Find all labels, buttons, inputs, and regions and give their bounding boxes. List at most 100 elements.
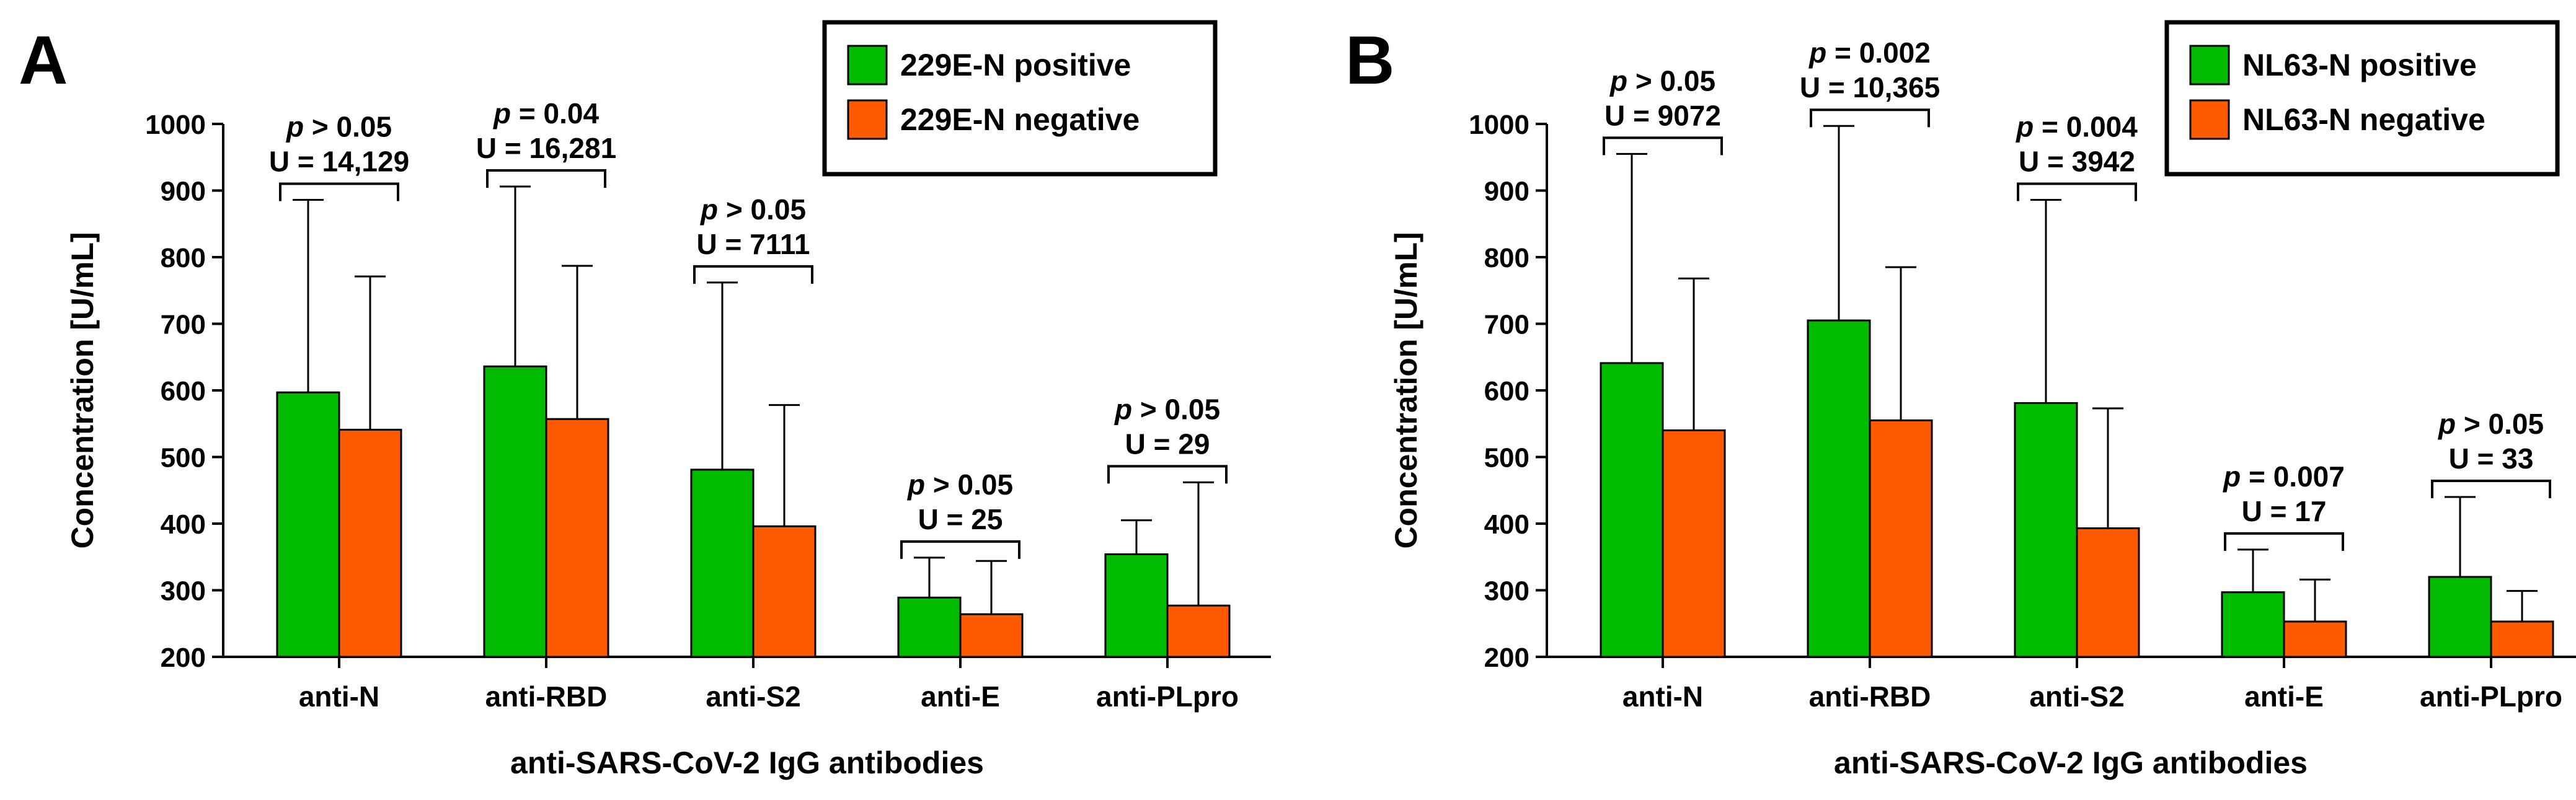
x-tick-label: anti-E — [921, 680, 1000, 713]
bar-positive — [1104, 553, 1169, 658]
x-tick-label: anti-N — [299, 680, 379, 713]
significance-bracket — [1810, 108, 1930, 128]
p-value: p > 0.05 — [906, 468, 1013, 501]
p-value: p > 0.05 — [1609, 64, 1715, 97]
legend-label: NL63-N positive — [2242, 48, 2477, 82]
p-value: p > 0.05 — [285, 111, 392, 143]
x-tick-label: anti-N — [1622, 680, 1703, 713]
bar-negative — [752, 525, 817, 658]
p-value-text: > 0.05 — [1627, 64, 1715, 97]
u-statistic: U = 10,365 — [1800, 71, 1940, 103]
legend-box — [2164, 20, 2560, 177]
p-value-text: > 0.05 — [1132, 393, 1220, 425]
bar-positive — [1600, 362, 1664, 658]
y-tick-label: 1000 — [1469, 110, 1529, 140]
p-value-text: = 0.004 — [2034, 111, 2138, 143]
y-tick-label: 600 — [1484, 376, 1529, 407]
bar-negative — [338, 428, 402, 658]
p-symbol: p — [1113, 393, 1132, 425]
p-value: p = 0.04 — [492, 97, 599, 130]
significance-bracket — [486, 169, 606, 188]
p-value: p = 0.002 — [1808, 37, 1931, 69]
x-axis-label: anti-SARS-CoV-2 IgG antibodies — [510, 745, 984, 780]
bar-negative — [1166, 604, 1231, 658]
bar-negative — [2076, 527, 2140, 658]
y-tick-label: 800 — [161, 243, 206, 273]
legend-swatch — [2189, 99, 2230, 140]
p-value-text: > 0.05 — [925, 468, 1013, 501]
bar-positive — [2221, 591, 2285, 658]
p-value: p > 0.05 — [2437, 408, 2544, 440]
p-value: p = 0.004 — [2015, 111, 2138, 143]
u-statistic: U = 29 — [1125, 428, 1210, 460]
y-tick-label: 200 — [161, 643, 206, 673]
y-tick-label: 300 — [1484, 576, 1529, 607]
bar-positive — [483, 365, 547, 658]
bar-negative — [1869, 419, 1933, 658]
significance-bracket — [279, 182, 399, 201]
x-tick-label: anti-RBD — [1809, 680, 1931, 713]
legend-swatch — [847, 45, 888, 86]
bar-positive — [2014, 402, 2078, 658]
p-symbol: p — [1609, 64, 1627, 97]
y-tick-label: 600 — [161, 376, 206, 407]
u-statistic: U = 14,129 — [269, 146, 409, 178]
bar-negative — [2283, 620, 2347, 658]
bar-positive — [897, 596, 962, 658]
significance-bracket — [2017, 182, 2137, 201]
p-value-text: = 0.002 — [1826, 37, 1931, 69]
y-tick-label: 400 — [1484, 509, 1529, 540]
p-symbol: p — [2015, 111, 2034, 143]
bar-positive — [276, 391, 340, 658]
y-tick-label: 700 — [161, 310, 206, 340]
p-value-text: = 0.04 — [511, 97, 599, 130]
chart-panel-b: B 200 300 400 500 600 700 800 900 1000 Concentrati… — [1345, 20, 2576, 780]
significance-bracket — [1107, 465, 1228, 484]
legend-label: 229E-N positive — [900, 48, 1131, 82]
y-tick-label: 800 — [1484, 243, 1529, 273]
p-symbol: p — [699, 193, 718, 226]
u-statistic: U = 17 — [2242, 495, 2327, 527]
x-tick-label: anti-S2 — [2029, 680, 2124, 713]
p-symbol: p — [1808, 37, 1826, 69]
y-tick-label: 500 — [161, 443, 206, 473]
y-axis-label: Concentration [U/mL] — [65, 232, 100, 548]
bar-negative — [545, 418, 609, 658]
p-symbol: p — [2437, 408, 2456, 440]
y-tick-label: 900 — [161, 177, 206, 207]
legend-swatch — [2189, 45, 2230, 86]
significance-bracket — [2431, 480, 2551, 498]
u-statistic: U = 25 — [918, 503, 1003, 535]
bar-negative — [2490, 620, 2554, 658]
bar-positive — [1807, 319, 1871, 658]
bar-negative — [959, 613, 1024, 658]
bar-positive — [2428, 576, 2492, 658]
p-value: p = 0.007 — [2222, 460, 2345, 493]
chart-panel-a: A 200 300 400 500 600 700 800 900 1000 Concentrati… — [19, 20, 1271, 780]
significance-bracket — [900, 540, 1020, 559]
p-value-text: > 0.05 — [304, 111, 392, 143]
panel-letter: B — [1345, 22, 1394, 99]
u-statistic: U = 7111 — [697, 228, 810, 260]
p-value-text: = 0.007 — [2241, 460, 2345, 493]
p-symbol: p — [492, 97, 511, 130]
legend-label: NL63-N negative — [2242, 102, 2485, 137]
x-tick-label: anti-PLpro — [1096, 680, 1239, 713]
x-axis-label: anti-SARS-CoV-2 IgG antibodies — [1834, 745, 2308, 780]
p-symbol: p — [906, 468, 925, 501]
x-tick-label: anti-RBD — [485, 680, 608, 713]
legend-label: 229E-N negative — [900, 102, 1140, 137]
x-tick-label: anti-E — [2244, 680, 2324, 713]
panel-letter: A — [19, 22, 68, 99]
y-axis-label: Concentration [U/mL] — [1389, 232, 1423, 548]
bar-positive — [690, 468, 755, 658]
y-tick-label: 1000 — [145, 110, 206, 140]
p-value-text: > 0.05 — [2456, 408, 2544, 440]
y-tick-label: 300 — [161, 576, 206, 607]
p-value: p > 0.05 — [1113, 393, 1220, 425]
p-value: p > 0.05 — [699, 193, 806, 226]
bar-negative — [1662, 429, 1726, 658]
significance-bracket — [1603, 136, 1723, 156]
significance-bracket — [2224, 532, 2344, 551]
